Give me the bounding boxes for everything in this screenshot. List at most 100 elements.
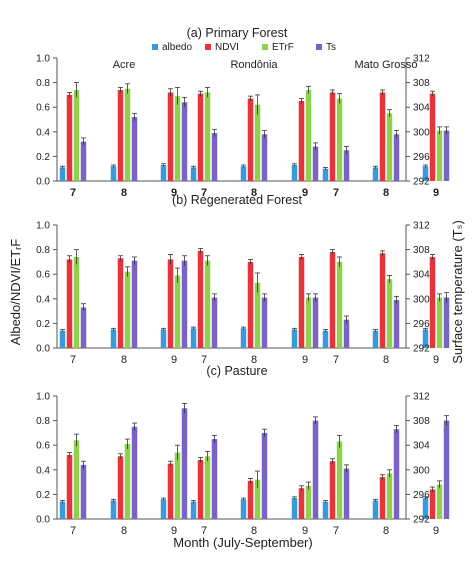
bar-ndvi	[117, 89, 124, 181]
right-tick-label: 292	[413, 515, 430, 526]
bar-etrf	[124, 88, 131, 181]
bar-etrf	[386, 113, 393, 181]
legend-swatch-etrf	[262, 44, 268, 50]
bar-ndvi	[66, 259, 73, 348]
month-tick-label: 7	[70, 525, 76, 537]
bar-etrf	[386, 473, 393, 519]
month-tick-label: 9	[302, 187, 308, 199]
bar-etrf	[73, 89, 80, 181]
bar-albedo	[372, 167, 379, 181]
bar-albedo	[240, 499, 247, 519]
bar-ts	[312, 146, 319, 181]
right-tick-label: 296	[413, 490, 430, 501]
bar-ts	[80, 141, 87, 181]
month-tick-label: 7	[201, 525, 207, 537]
left-tick-label: 1.0	[36, 221, 50, 232]
month-tick-label: 9	[433, 525, 439, 537]
legend-label-etrf: ETrF	[272, 42, 294, 53]
left-tick-label: 0.0	[36, 177, 50, 188]
bar-etrf	[436, 484, 443, 519]
legend-label-ndvi: NDVI	[215, 42, 239, 53]
left-tick-label: 0.6	[36, 103, 50, 114]
bar-albedo	[59, 501, 66, 519]
bar-ndvi	[429, 256, 436, 348]
bar-ndvi	[379, 253, 386, 348]
month-tick-label: 9	[171, 525, 177, 537]
right-tick-label: 312	[413, 54, 430, 65]
month-tick-label: 8	[383, 187, 389, 199]
left-tick-label: 1.0	[36, 392, 50, 403]
bar-albedo	[422, 329, 429, 348]
x-axis-label: Month (July-September)	[173, 535, 312, 550]
bar-ndvi	[329, 92, 336, 181]
left-axis-label: Albedo/NDVI/ETᵣF	[8, 239, 23, 345]
bar-albedo	[291, 498, 298, 519]
bar-ts	[211, 439, 218, 519]
bar-etrf	[386, 279, 393, 348]
month-tick-label: 7	[333, 354, 339, 366]
bar-ts	[211, 133, 218, 181]
bar-ndvi	[66, 94, 73, 181]
bar-etrf	[73, 256, 80, 348]
month-tick-label: 8	[251, 354, 257, 366]
left-tick-label: 0.0	[36, 515, 50, 526]
bar-ts	[443, 130, 450, 181]
bar-ts	[393, 300, 400, 348]
month-tick-label: 8	[121, 354, 127, 366]
bar-ts	[443, 297, 450, 348]
bar-ndvi	[117, 456, 124, 519]
bar-ndvi	[197, 459, 204, 519]
month-tick-label: 7	[201, 187, 207, 199]
bar-albedo	[291, 329, 298, 348]
bar-etrf	[336, 98, 343, 181]
bar-ts	[343, 468, 350, 519]
left-tick-label: 0.6	[36, 441, 50, 452]
left-tick-label: 0.2	[36, 319, 50, 330]
bar-albedo	[160, 165, 167, 181]
bar-albedo	[190, 167, 197, 181]
legend-swatch-albedo	[152, 44, 158, 50]
bar-albedo	[160, 499, 167, 519]
right-tick-label: 312	[413, 221, 430, 232]
legend-label-ts: Ts	[326, 42, 336, 53]
bar-ts	[181, 408, 188, 519]
bar-ndvi	[247, 261, 254, 348]
month-tick-label: 8	[383, 525, 389, 537]
right-tick-label: 304	[413, 441, 430, 452]
bar-albedo	[240, 328, 247, 348]
bar-ndvi	[247, 480, 254, 519]
month-tick-label: 7	[333, 187, 339, 199]
bar-etrf	[436, 130, 443, 181]
left-tick-label: 0.4	[36, 465, 50, 476]
bar-etrf	[174, 275, 181, 348]
bar-ndvi	[298, 101, 305, 181]
right-tick-label: 300	[413, 294, 430, 305]
panel-title: (c) Pasture	[206, 364, 267, 378]
bar-ts	[312, 420, 319, 519]
right-tick-label: 308	[413, 416, 430, 427]
bar-albedo	[190, 328, 197, 348]
bar-ts	[80, 307, 87, 348]
right-tick-label: 308	[413, 78, 430, 89]
panel-title: (a) Primary Forest	[187, 26, 288, 40]
bar-ndvi	[66, 455, 73, 519]
group-label: Rondônia	[230, 59, 278, 71]
bar-ts	[261, 134, 268, 181]
bar-etrf	[305, 485, 312, 519]
bar-etrf	[73, 440, 80, 519]
month-tick-label: 7	[70, 187, 76, 199]
right-tick-label: 292	[413, 177, 430, 188]
bar-etrf	[204, 92, 211, 181]
bar-ndvi	[329, 252, 336, 348]
bar-ts	[181, 260, 188, 348]
bar-albedo	[59, 167, 66, 181]
bar-ndvi	[167, 463, 174, 519]
panel-2	[53, 224, 450, 349]
right-tick-label: 296	[413, 319, 430, 330]
bar-etrf	[305, 89, 312, 181]
month-tick-label: 9	[302, 525, 308, 537]
bar-ts	[393, 134, 400, 181]
month-tick-label: 8	[251, 187, 257, 199]
group-label: Acre	[113, 59, 136, 71]
